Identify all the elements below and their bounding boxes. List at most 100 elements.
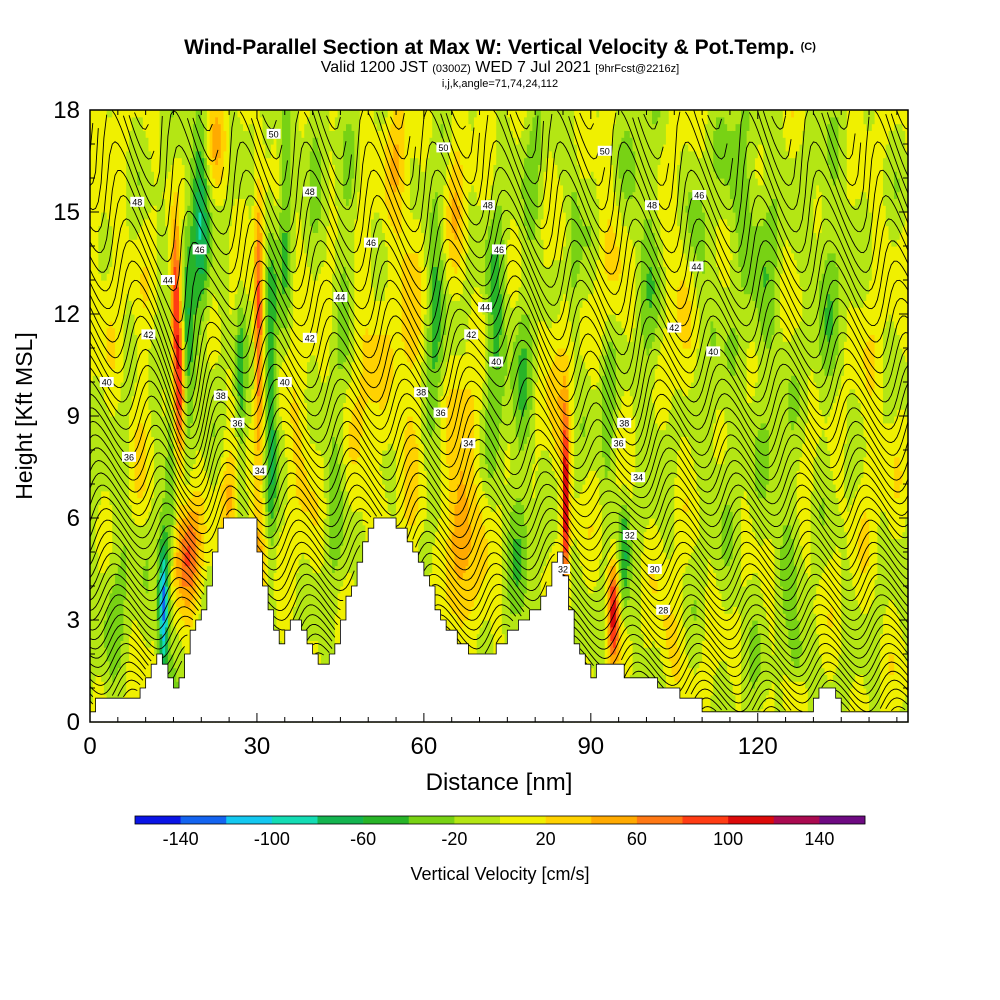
pot-temp-contour: [89, 541, 208, 581]
velocity-cell: [384, 402, 389, 451]
velocity-cell: [869, 334, 873, 397]
velocity-cell: [345, 205, 350, 281]
velocity-cell: [860, 572, 865, 614]
velocity-cell: [727, 565, 731, 614]
velocity-cell: [788, 341, 792, 383]
velocity-cell: [159, 606, 163, 635]
velocity-cell: [629, 137, 634, 199]
velocity-cell: [412, 157, 417, 220]
velocity-cell: [688, 558, 692, 669]
velocity-cell: [741, 497, 745, 587]
velocity-cell: [899, 409, 904, 471]
velocity-cell: [724, 341, 728, 356]
pot-temp-contour: [89, 661, 146, 695]
velocity-cell: [716, 266, 720, 410]
velocity-cell: [103, 110, 108, 213]
velocity-cell: [304, 470, 308, 512]
velocity-cell: [882, 511, 887, 614]
velocity-cell: [454, 150, 458, 193]
velocity-cell: [896, 613, 901, 716]
velocity-cell: [754, 157, 759, 179]
x-axis-label: Distance [nm]: [426, 769, 573, 796]
velocity-cell: [223, 130, 227, 152]
colorbar-tick-label: 60: [627, 829, 647, 849]
velocity-cell: [574, 497, 578, 539]
velocity-cell: [657, 110, 661, 118]
x-tick-label: 30: [244, 733, 271, 760]
velocity-cell: [212, 157, 216, 179]
velocity-cell: [153, 184, 158, 206]
velocity-cell: [816, 443, 820, 587]
velocity-cell: [585, 225, 589, 247]
velocity-cell: [429, 212, 433, 437]
velocity-cell: [618, 320, 623, 410]
x-tick-label: 0: [83, 733, 96, 760]
velocity-cell: [187, 497, 191, 512]
velocity-cell: [117, 565, 122, 669]
velocity-cell: [170, 443, 175, 526]
velocity-cell: [576, 205, 581, 274]
velocity-cell: [543, 266, 547, 322]
velocity-cell: [98, 504, 102, 573]
velocity-cell: [482, 524, 486, 580]
velocity-cell: [679, 280, 684, 342]
velocity-cell: [835, 116, 840, 179]
velocity-cell: [766, 538, 770, 621]
velocity-cell: [774, 266, 778, 723]
velocity-cell: [885, 144, 890, 227]
velocity-cell: [268, 232, 272, 267]
velocity-cell: [546, 375, 550, 410]
velocity-cell: [766, 273, 770, 281]
velocity-cell: [665, 606, 670, 648]
velocity-cell: [259, 484, 264, 499]
velocity-cell: [624, 552, 628, 560]
velocity-cell: [507, 293, 511, 444]
velocity-cell: [721, 558, 725, 607]
velocity-cell: [412, 252, 417, 363]
velocity-cell: [142, 565, 147, 587]
velocity-cell: [557, 456, 561, 587]
velocity-cell: [332, 110, 336, 131]
velocity-cell: [348, 422, 353, 458]
pot-temp-contour: [620, 642, 909, 677]
velocity-cell: [771, 334, 776, 546]
velocity-cell: [855, 599, 859, 675]
velocity-cell: [357, 456, 361, 512]
velocity-cell: [409, 212, 414, 254]
velocity-cell: [312, 137, 316, 233]
velocity-cell: [785, 626, 789, 675]
velocity-cell: [590, 110, 595, 172]
velocity-cell: [485, 293, 489, 410]
velocity-cell: [173, 382, 177, 410]
velocity-cell: [718, 218, 723, 281]
velocity-cell: [663, 110, 667, 145]
pot-temp-contour: [821, 679, 909, 713]
velocity-cell: [830, 110, 834, 118]
velocity-cell: [718, 463, 723, 594]
velocity-cell: [418, 334, 422, 539]
pot-temp-contour: [134, 112, 149, 130]
velocity-cell: [535, 110, 539, 220]
pot-temp-contour: [111, 670, 144, 696]
velocity-cell: [179, 477, 183, 505]
pot-temp-contour: [751, 688, 792, 711]
velocity-cell: [682, 348, 687, 397]
velocity-cell: [318, 218, 322, 274]
velocity-cell: [835, 497, 840, 546]
pot-temp-contour: [326, 115, 341, 130]
pot-temp-contour: [412, 518, 909, 562]
velocity-cell: [245, 130, 250, 206]
velocity-cell: [345, 110, 350, 125]
velocity-cell: [713, 456, 717, 573]
velocity-cell: [212, 436, 216, 492]
velocity-cell: [863, 613, 867, 689]
velocity-cell: [710, 110, 714, 322]
velocity-cell: [888, 674, 892, 723]
velocity-cell: [184, 552, 188, 567]
pot-temp-contour: [89, 484, 383, 535]
velocity-cell: [821, 572, 826, 669]
velocity-cell: [518, 450, 522, 499]
velocity-cell: [423, 110, 428, 172]
